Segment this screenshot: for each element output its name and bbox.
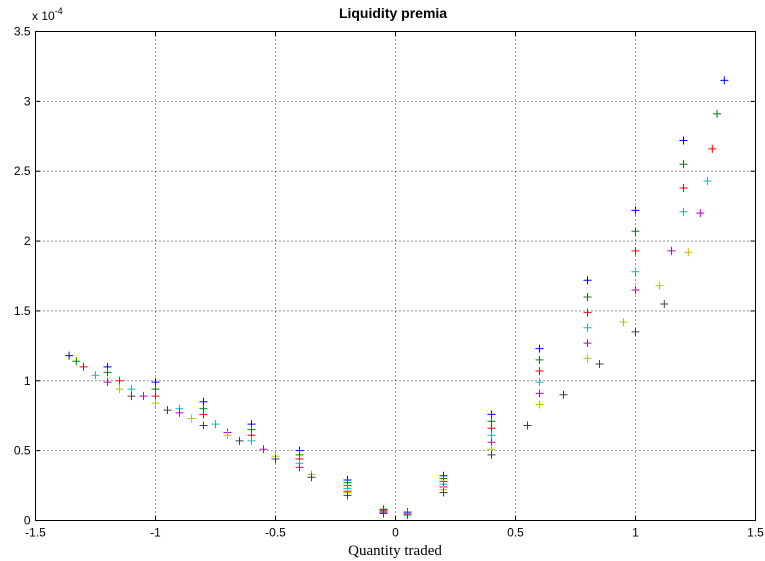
data-point-marker <box>235 436 244 445</box>
data-point-marker <box>151 378 160 387</box>
data-point-marker <box>151 385 160 394</box>
data-points <box>65 76 729 519</box>
data-point-marker <box>487 424 496 433</box>
data-point-marker <box>679 160 688 169</box>
data-point-marker <box>163 406 172 415</box>
data-point-marker <box>199 397 208 406</box>
data-point-marker <box>684 248 693 257</box>
data-point-marker <box>115 385 124 394</box>
axis-ticks: -1.5 -1 -0.5 0 0.5 1 1.5 0 0.5 1 1.5 2 2.5 3 3.5 <box>14 25 764 540</box>
data-point-marker <box>487 410 496 419</box>
data-point-marker <box>127 392 136 401</box>
data-point-marker <box>679 136 688 145</box>
data-point-marker <box>403 510 412 519</box>
x-axis-label: Quantity traded <box>348 543 442 559</box>
data-point-marker <box>631 206 640 215</box>
data-point-marker <box>151 399 160 408</box>
data-point-marker <box>696 209 705 218</box>
data-point-marker <box>631 267 640 276</box>
data-point-marker <box>187 414 196 423</box>
x-tick-label: 0 <box>392 526 399 540</box>
data-point-marker <box>631 285 640 294</box>
data-point-marker <box>655 281 664 290</box>
data-point-marker <box>271 455 280 464</box>
data-point-marker <box>487 438 496 447</box>
data-point-marker <box>708 144 717 153</box>
data-point-marker <box>199 421 208 430</box>
data-point-marker <box>211 420 220 429</box>
data-point-marker <box>583 339 592 348</box>
data-point-marker <box>523 421 532 430</box>
data-point-marker <box>295 463 304 472</box>
data-point-marker <box>79 362 88 371</box>
data-point-marker <box>487 417 496 426</box>
grid <box>35 31 756 521</box>
y-tick-label: 3.5 <box>14 25 31 39</box>
data-point-marker <box>199 410 208 419</box>
y-tick-label: 1.5 <box>14 304 31 318</box>
y-tick-label: 2 <box>24 234 31 248</box>
data-point-marker <box>175 408 184 417</box>
data-point-marker <box>595 360 604 369</box>
data-point-marker <box>535 367 544 376</box>
data-point-marker <box>65 351 74 360</box>
data-point-marker <box>583 354 592 363</box>
x-tick-label: -1 <box>150 526 161 540</box>
data-point-marker <box>535 389 544 398</box>
data-point-marker <box>535 378 544 387</box>
data-point-marker <box>583 323 592 332</box>
data-point-marker <box>127 385 136 394</box>
data-point-marker <box>343 491 352 500</box>
data-point-marker <box>631 246 640 255</box>
data-point-marker <box>583 308 592 317</box>
x-tick-label: 1 <box>632 526 639 540</box>
data-point-marker <box>703 176 712 185</box>
data-point-marker <box>535 344 544 353</box>
data-point-marker <box>713 109 722 118</box>
data-point-marker <box>583 276 592 285</box>
data-point-marker <box>583 292 592 301</box>
data-point-marker <box>660 299 669 308</box>
data-point-marker <box>679 183 688 192</box>
x-tick-label: 1.5 <box>747 526 764 540</box>
data-point-marker <box>247 436 256 445</box>
data-point-marker <box>619 318 628 327</box>
data-point-marker <box>487 431 496 440</box>
y-tick-label: 3 <box>24 94 31 108</box>
y-axis-exponent: x 10-4 <box>32 6 63 23</box>
y-axis-exponent-power: -4 <box>55 6 63 16</box>
data-point-marker <box>103 378 112 387</box>
data-point-marker <box>103 368 112 377</box>
y-tick-label: 1 <box>24 374 31 388</box>
x-tick-label: -0.5 <box>265 526 286 540</box>
data-point-marker <box>139 392 148 401</box>
data-point-marker <box>631 227 640 236</box>
data-point-marker <box>535 355 544 364</box>
data-point-marker <box>151 392 160 401</box>
data-point-marker <box>439 488 448 497</box>
data-point-marker <box>720 76 729 85</box>
data-point-marker <box>72 357 81 366</box>
data-point-marker <box>223 431 232 440</box>
data-point-marker <box>115 376 124 385</box>
y-tick-label: 0.5 <box>14 444 31 458</box>
chart-title: Liquidity premia <box>339 5 447 21</box>
y-tick-label: 0 <box>24 514 31 528</box>
data-point-marker <box>631 327 640 336</box>
x-tick-label: 0.5 <box>507 526 524 540</box>
data-point-marker <box>259 445 268 454</box>
x-tick-label: -1.5 <box>25 526 46 540</box>
data-point-marker <box>667 246 676 255</box>
data-point-marker <box>307 473 316 482</box>
y-tick-label: 2.5 <box>14 164 31 178</box>
data-point-marker <box>91 371 100 380</box>
y-axis-exponent-base: x 10 <box>32 9 55 23</box>
data-point-marker <box>379 509 388 518</box>
data-point-marker <box>559 390 568 399</box>
data-point-marker <box>679 207 688 216</box>
data-point-marker <box>535 400 544 409</box>
data-point-marker <box>487 450 496 459</box>
